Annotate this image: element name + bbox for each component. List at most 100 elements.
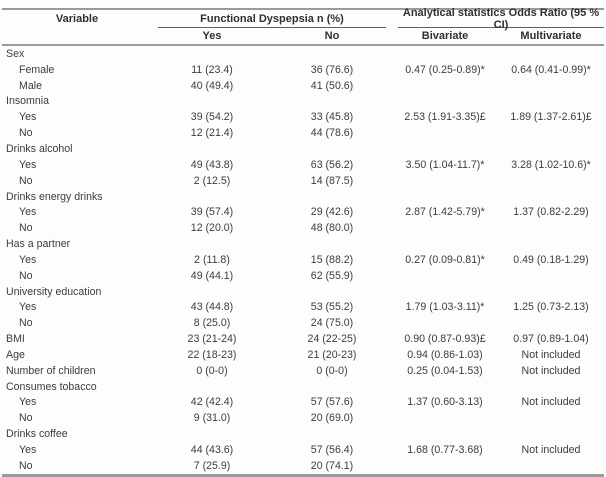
row-label: No (19, 174, 33, 187)
table-row: Yes 42 (42.4) 57 (57.6) 1.37 (0.60-3.13) Not… (2, 395, 604, 411)
row-label: Drinks energy drinks (6, 190, 103, 203)
value-cell: 3.28 (1.02-10.6)* (511, 158, 591, 171)
value-cell: 0.49 (0.18-1.29) (513, 253, 589, 266)
value-cell: Not included (521, 348, 581, 361)
value-cell: 20 (69.0) (310, 412, 354, 425)
value-cell: 36 (76.6) (310, 63, 354, 76)
table-row: Female 11 (23.4) 36 (76.6) 0.47 (0.25-0.89)… (2, 62, 604, 78)
value-cell: 24 (75.0) (310, 317, 354, 330)
row-label: Consumes tobacco (6, 380, 97, 393)
table-row: Male 40 (49.4) 41 (50.6) (2, 78, 604, 94)
row-label: No (19, 127, 33, 140)
table-row: No 12 (21.4) 44 (78.6) (2, 125, 604, 141)
table-row: Drinks alcohol (2, 141, 604, 157)
row-label: Number of children (6, 364, 96, 377)
table-row: Insomnia (2, 94, 604, 110)
group-header-functional-dyspepsia: Functional Dyspepsia n (%) (158, 10, 386, 28)
row-label: BMI (6, 333, 25, 346)
value-cell: 0.94 (0.86-1.03) (407, 348, 483, 361)
value-cell: 0.47 (0.25-0.89)* (405, 63, 485, 76)
value-cell: 2.53 (1.91-3.35)£ (404, 111, 486, 124)
table-row: Yes 44 (43.6) 57 (56.4) 1.68 (0.77-3.68) Not… (2, 442, 604, 458)
table-header: Variable Functional Dyspepsia n (%) Anal… (2, 7, 604, 46)
value-cell: 2.87 (1.42-5.79)* (405, 206, 485, 219)
table-row: Drinks coffee (2, 426, 604, 442)
value-cell: 63 (56.2) (310, 158, 354, 171)
table-row: Yes 2 (11.8) 15 (88.2) 0.27 (0.09-0.81)* 0.4… (2, 252, 604, 268)
value-cell: 39 (57.4) (190, 206, 234, 219)
row-label: Male (19, 79, 42, 92)
value-cell: Not included (521, 364, 581, 377)
value-cell: 1.25 (0.73-2.13) (513, 301, 589, 314)
value-cell: 0.64 (0.41-0.99)* (511, 63, 591, 76)
value-cell: 39 (54.2) (190, 111, 234, 124)
table-row: University education (2, 284, 604, 300)
group-header-analytical-statistics: Analytical statistics Odds Ratio (95 % C… (398, 7, 604, 31)
value-cell: 57 (56.4) (310, 444, 354, 457)
value-cell: Not included (521, 396, 581, 409)
value-cell: 44 (78.6) (310, 127, 354, 140)
table-row: Yes 39 (54.2) 33 (45.8) 2.53 (1.91-3.35)£ 1.… (2, 109, 604, 125)
value-cell: 49 (44.1) (190, 269, 234, 282)
value-cell: 33 (45.8) (310, 111, 354, 124)
value-cell: Not included (521, 444, 581, 457)
row-label: Yes (19, 396, 37, 409)
table-row: Yes 43 (44.8) 53 (55.2) 1.79 (1.03-3.11)* 1.… (2, 300, 604, 316)
value-cell: 8 (25.0) (193, 317, 231, 330)
value-cell: 1.37 (0.82-2.29) (513, 206, 589, 219)
value-cell: 43 (44.8) (190, 301, 234, 314)
table-row: Has a partner (2, 236, 604, 252)
value-cell: 14 (87.5) (310, 174, 354, 187)
table-body: Sex Female 11 (23.4) 36 (76.6) 0.47 (0.25-0.… (2, 46, 604, 477)
row-label: Female (19, 63, 55, 76)
row-label: Yes (19, 158, 37, 171)
value-cell: 12 (20.0) (190, 222, 234, 235)
row-label: Yes (19, 253, 37, 266)
value-cell: 62 (55.9) (310, 269, 354, 282)
row-label: Yes (19, 444, 37, 457)
value-cell: 7 (25.9) (193, 459, 231, 472)
table-row: No 8 (25.0) 24 (75.0) (2, 315, 604, 331)
value-cell: 24 (22-25) (307, 333, 357, 346)
value-cell: 0.97 (0.89-1.04) (513, 333, 589, 346)
value-cell: 0 (0-0) (316, 364, 348, 377)
value-cell: 11 (23.4) (191, 63, 233, 76)
row-label: No (19, 317, 33, 330)
row-label: University education (6, 285, 102, 298)
row-label: Sex (6, 47, 25, 60)
statistics-table: Variable Functional Dyspepsia n (%) Anal… (2, 7, 604, 477)
value-cell: 9 (31.0) (193, 412, 231, 425)
value-cell: 48 (80.0) (310, 222, 354, 235)
subheader-yes: Yes (202, 30, 222, 42)
row-label: Age (6, 348, 25, 361)
subheader-no: No (324, 30, 340, 42)
table-row: Age 22 (18-23) 21 (20-23) 0.94 (0.86-1.03) N… (2, 347, 604, 363)
table-row: Yes 49 (43.8) 63 (56.2) 3.50 (1.04-11.7)* 3.… (2, 157, 604, 173)
row-label: Drinks alcohol (6, 142, 73, 155)
subheader-bivariate: Bivariate (421, 30, 469, 42)
value-cell: 0.27 (0.09-0.81)* (405, 253, 485, 266)
value-cell: 0 (0-0) (196, 364, 228, 377)
value-cell: 57 (57.6) (310, 396, 354, 409)
value-cell: 53 (55.2) (310, 301, 354, 314)
table-row: Number of children 0 (0-0) 0 (0-0) 0.25 (0.… (2, 363, 604, 379)
value-cell: 2 (11.8) (194, 253, 230, 266)
row-label: No (19, 412, 33, 425)
value-cell: 12 (21.4) (190, 127, 234, 140)
value-cell: 29 (42.6) (310, 206, 354, 219)
value-cell: 1.79 (1.03-3.11)* (405, 301, 485, 314)
value-cell: 44 (43.6) (190, 444, 234, 457)
value-cell: 0.90 (0.87-0.93)£ (404, 333, 486, 346)
value-cell: 3.50 (1.04-11.7)* (405, 158, 485, 171)
table-row: No 2 (12.5) 14 (87.5) (2, 173, 604, 189)
subheader-multivariate: Multivariate (520, 30, 582, 42)
table-row: No 49 (44.1) 62 (55.9) (2, 268, 604, 284)
value-cell: 40 (49.4) (190, 79, 234, 92)
row-label: Has a partner (6, 238, 71, 251)
value-cell: 1.68 (0.77-3.68) (407, 444, 483, 457)
table-row: Consumes tobacco (2, 379, 604, 395)
row-label: Insomnia (6, 95, 49, 108)
value-cell: 20 (74.1) (310, 459, 354, 472)
row-label: No (19, 222, 33, 235)
